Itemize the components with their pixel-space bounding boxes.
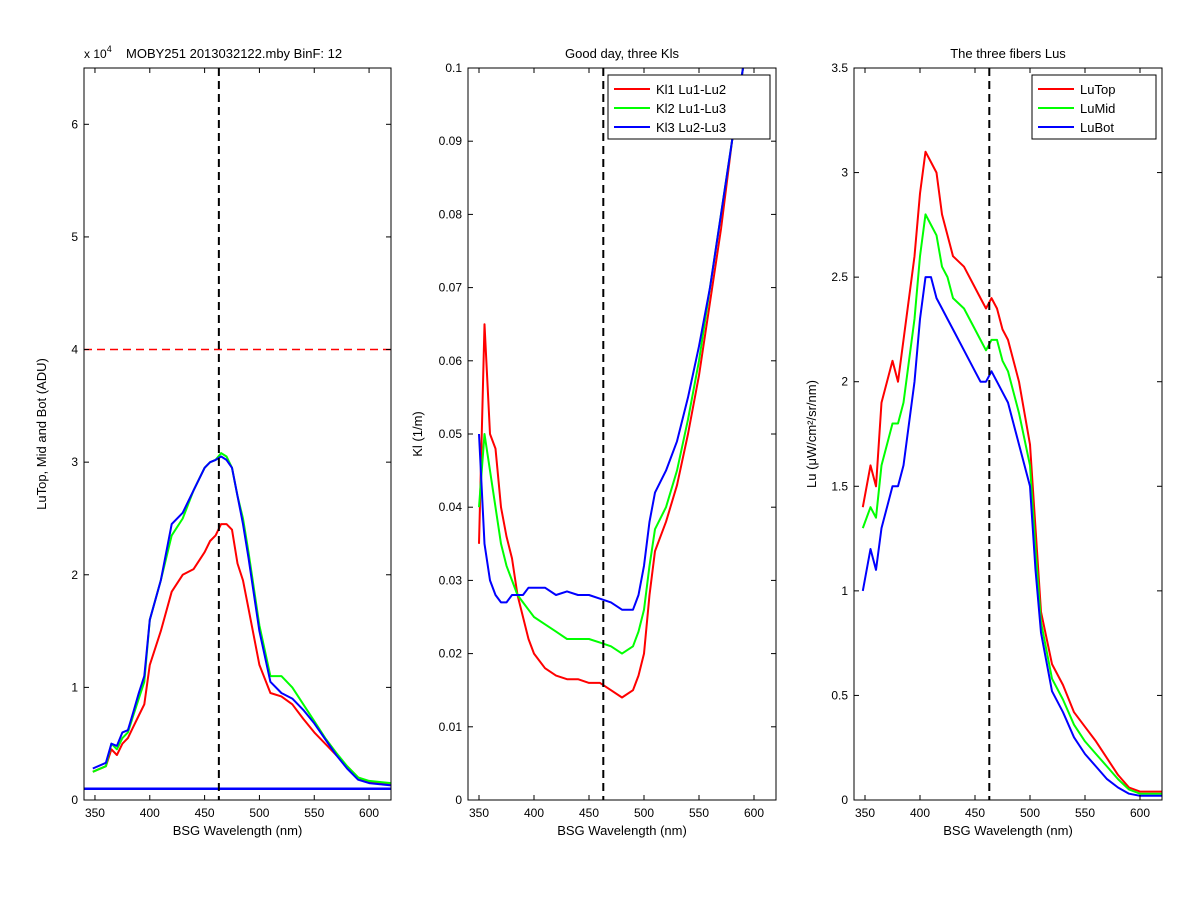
y-tick-label: 0.08: [439, 207, 463, 221]
y-tick-label: 3.5: [831, 61, 848, 75]
y-tick-label: 4: [71, 343, 78, 357]
x-tick-label: 400: [140, 806, 160, 820]
legend-label: LuBot: [1080, 120, 1114, 135]
legend-label: Kl1 Lu1-Lu2: [656, 82, 726, 97]
plot-content: [84, 68, 391, 800]
axes-box: [853, 67, 1163, 801]
legend-label: LuMid: [1080, 101, 1115, 116]
y-tick-label: 0.02: [439, 647, 463, 661]
x-tick-label: 450: [579, 806, 599, 820]
x-tick-label: 550: [689, 806, 709, 820]
y-tick-label: 5: [71, 230, 78, 244]
y-tick-label: 1: [841, 584, 848, 598]
x-tick-label: 500: [634, 806, 654, 820]
x-tick-label: 400: [910, 806, 930, 820]
y-tick-label: 2: [71, 568, 78, 582]
legend: Kl1 Lu1-Lu2 Kl2 Lu1-Lu3 Kl3 Lu2-Lu3: [607, 74, 771, 140]
x-axis-label: BSG Wavelength (nm): [943, 823, 1073, 838]
series-line-kl2-lu1-lu3: [478, 68, 744, 655]
legend-label: LuTop: [1080, 82, 1115, 97]
series-line-kl1-lu1-lu2: [478, 68, 744, 699]
series-line-lutop: [861, 150, 1162, 793]
y-tick-label: 0.05: [439, 427, 463, 441]
plot-area: [854, 68, 1162, 800]
series-line-1: [92, 523, 391, 786]
y-tick-label: 2: [841, 375, 848, 389]
y-axis-label: Kl (1/m): [410, 411, 425, 457]
x-tick-label: 400: [524, 806, 544, 820]
x-tick-label: 550: [1075, 806, 1095, 820]
x-axis-label: BSG Wavelength (nm): [173, 823, 303, 838]
y-tick-label: 0.5: [831, 688, 848, 702]
y-tick-label: 0: [71, 793, 78, 807]
series-line-kl3-lu2-lu3: [478, 68, 744, 611]
panel-3: 350 400 450 500 550 600 0 0.5 1 1.5 2 2.5 3 3.5 The th…: [804, 46, 1163, 838]
axis-exponent: x 104: [84, 44, 112, 61]
exponent-base: x 10: [84, 47, 107, 61]
y-tick-label: 2.5: [831, 270, 848, 284]
x-tick-label: 600: [359, 806, 379, 820]
x-tick-label: 350: [85, 806, 105, 820]
x-tick-label: 350: [469, 806, 489, 820]
y-tick-label: 0: [455, 793, 462, 807]
y-tick-label: 0.09: [439, 134, 463, 148]
plot-content: [861, 68, 1162, 800]
y-tick-label: 1.5: [831, 479, 848, 493]
x-tick-label: 350: [855, 806, 875, 820]
exponent-power: 4: [107, 44, 112, 54]
x-tick-label: 600: [744, 806, 764, 820]
y-tick-label: 0: [841, 793, 848, 807]
chart-title: Good day, three Kls: [565, 46, 679, 61]
y-axis-label: LuTop, Mid and Bot (ADU): [34, 358, 49, 510]
x-tick-label: 450: [195, 806, 215, 820]
x-tick-label: 450: [965, 806, 985, 820]
axes-box: [83, 67, 392, 801]
plot-area: [468, 68, 776, 800]
y-tick-label: 0.03: [439, 573, 463, 587]
legend-label: Kl3 Lu2-Lu3: [656, 120, 726, 135]
y-tick-label: 0.07: [439, 281, 463, 295]
series-line-lumid: [861, 213, 1162, 795]
chart-title: The three fibers Lus: [950, 46, 1066, 61]
plot-content: [478, 68, 744, 800]
y-tick-label: 3: [841, 166, 848, 180]
y-tick-label: 0.01: [439, 720, 463, 734]
series-line-3: [92, 455, 391, 787]
y-axis-label: Lu (μW/cm²/sr/nm): [804, 380, 819, 488]
y-tick-label: 3: [71, 455, 78, 469]
y-tick-label: 0.04: [439, 500, 463, 514]
series-line-lubot: [861, 276, 1162, 797]
x-tick-label: 500: [1020, 806, 1040, 820]
legend: LuTop LuMid LuBot: [1031, 74, 1157, 140]
x-tick-label: 500: [249, 806, 269, 820]
y-tick-label: 0.06: [439, 354, 463, 368]
x-tick-label: 550: [304, 806, 324, 820]
legend-label: Kl2 Lu1-Lu3: [656, 101, 726, 116]
panel-2: 350 400 450 500 550 600 0 0.01 0.02 0.03 0.04 0.05 0…: [410, 46, 777, 838]
y-tick-label: 6: [71, 117, 78, 131]
x-axis-label: BSG Wavelength (nm): [557, 823, 687, 838]
x-tick-label: 600: [1130, 806, 1150, 820]
y-tick-label: 1: [71, 680, 78, 694]
chart-title: MOBY251 2013032122.mby BinF: 12: [126, 46, 342, 61]
y-tick-label: 0.1: [445, 61, 462, 75]
plot-area: [84, 68, 391, 800]
